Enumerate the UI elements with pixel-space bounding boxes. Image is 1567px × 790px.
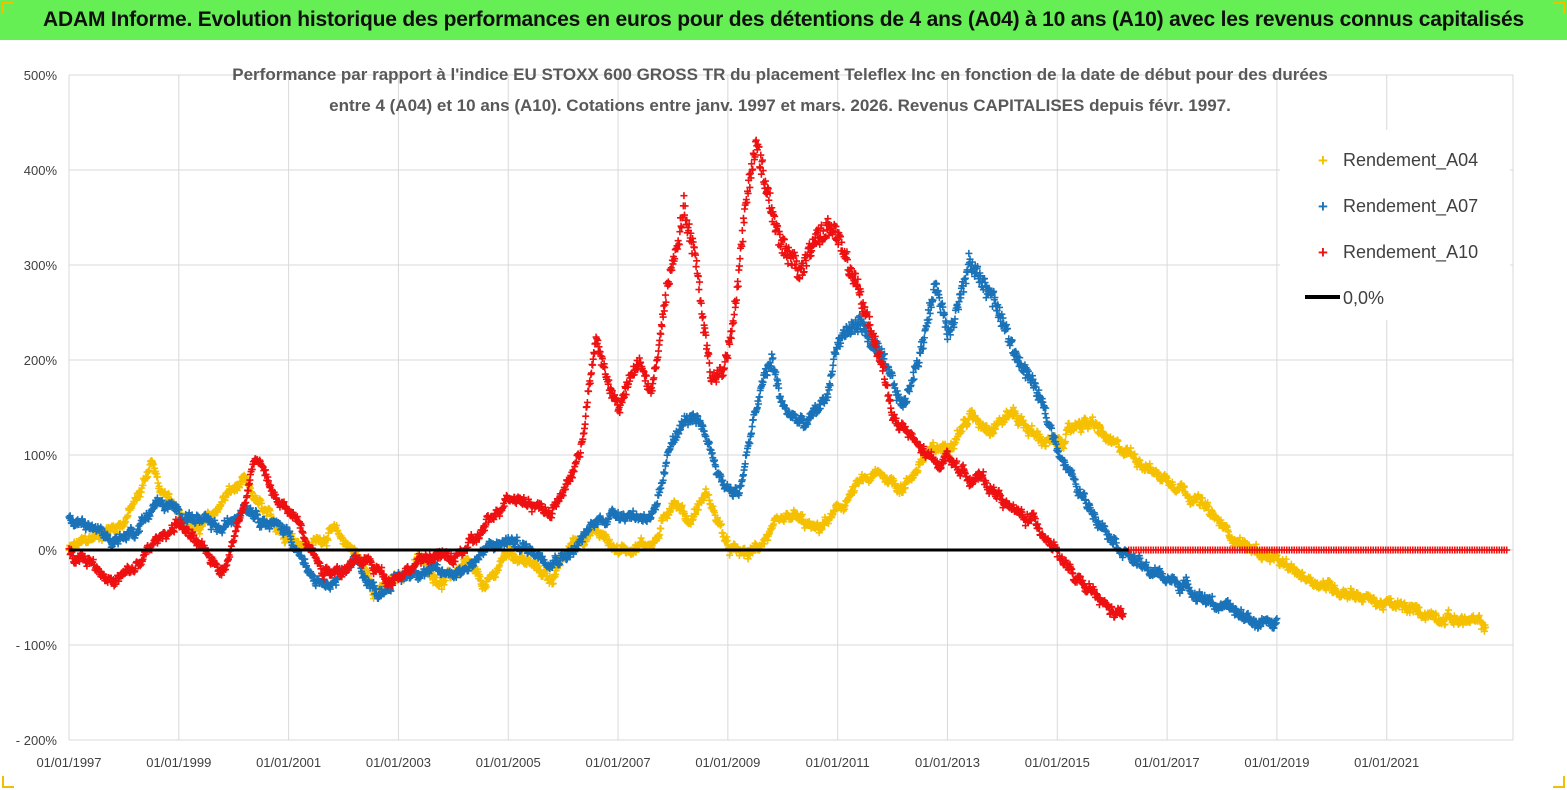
x-tick-label: 01/01/2009 — [695, 755, 760, 770]
x-tick-label: 01/01/1999 — [146, 755, 211, 770]
point-a07 — [158, 496, 166, 504]
y-tick-label: 500% — [24, 68, 58, 83]
point-a04 — [820, 521, 828, 529]
point-a04 — [153, 473, 161, 481]
point-a04 — [133, 496, 141, 504]
point-a04 — [1028, 422, 1036, 430]
point-a04 — [438, 585, 446, 593]
y-tick-label: - 200% — [16, 733, 58, 748]
point-a04 — [324, 536, 332, 544]
point-a04 — [656, 531, 664, 539]
point-a04 — [155, 482, 163, 490]
point-a04 — [1445, 606, 1453, 614]
x-tick-label: 01/01/2021 — [1354, 755, 1419, 770]
point-a04 — [929, 439, 937, 447]
point-a04 — [149, 460, 157, 468]
x-tick-label: 01/01/1997 — [36, 755, 101, 770]
x-tick-label: 01/01/2013 — [915, 755, 980, 770]
y-tick-label: - 100% — [16, 638, 58, 653]
point-a04 — [687, 520, 695, 528]
point-a04 — [990, 429, 998, 437]
axis-labels: 500% 400% 300% 200% 100% 0% - 100% - 200% 01/01/… — [16, 68, 1419, 770]
x-tick-label: 01/01/2001 — [256, 755, 321, 770]
report-title: ADAM Informe. Evolution historique des p… — [43, 8, 1524, 31]
point-a04 — [678, 501, 686, 509]
point-a04 — [1009, 404, 1017, 412]
report-banner: ADAM Informe. Evolution historique des p… — [0, 0, 1567, 41]
x-tick-label: 01/01/2007 — [586, 755, 651, 770]
point-a04 — [1131, 450, 1139, 458]
point-a04 — [1061, 438, 1069, 446]
x-tick-label: 01/01/2003 — [366, 755, 431, 770]
point-a04 — [1114, 437, 1122, 445]
point-a04 — [718, 520, 726, 528]
x-tick-label: 01/01/2019 — [1244, 755, 1309, 770]
point-a04 — [798, 510, 806, 518]
performance-chart: 500% 400% 300% 200% 100% 0% - 100% - 200% 01/01/… — [0, 40, 1567, 790]
y-tick-label: 0% — [38, 543, 57, 558]
x-tick-label: 01/01/2017 — [1135, 755, 1200, 770]
point-a04 — [1480, 627, 1488, 635]
point-a04 — [474, 567, 482, 575]
point-a07 — [134, 529, 142, 537]
point-a04 — [124, 512, 132, 520]
point-a04 — [818, 525, 826, 533]
point-a04 — [1019, 416, 1027, 424]
y-tick-label: 300% — [24, 258, 58, 273]
point-a04 — [440, 581, 448, 589]
point-a04 — [657, 525, 665, 533]
point-a07 — [175, 510, 183, 518]
y-tick-label: 400% — [24, 163, 58, 178]
grid-lines — [68, 74, 1514, 741]
point-a07 — [136, 527, 144, 535]
point-a04 — [323, 542, 331, 550]
x-tick-label: 01/01/2005 — [476, 755, 541, 770]
point-a04 — [142, 474, 150, 482]
point-a04 — [1252, 540, 1260, 548]
point-a04 — [691, 510, 699, 518]
point-a04 — [1482, 623, 1490, 631]
y-tick-label: 100% — [24, 448, 58, 463]
point-a04 — [914, 467, 922, 475]
point-a04 — [1198, 494, 1206, 502]
x-tick-label: 01/01/2015 — [1025, 755, 1090, 770]
point-a04 — [139, 481, 147, 489]
point-a04 — [1136, 457, 1144, 465]
y-tick-label: 200% — [24, 353, 58, 368]
x-tick-label: 01/01/2011 — [806, 755, 870, 770]
